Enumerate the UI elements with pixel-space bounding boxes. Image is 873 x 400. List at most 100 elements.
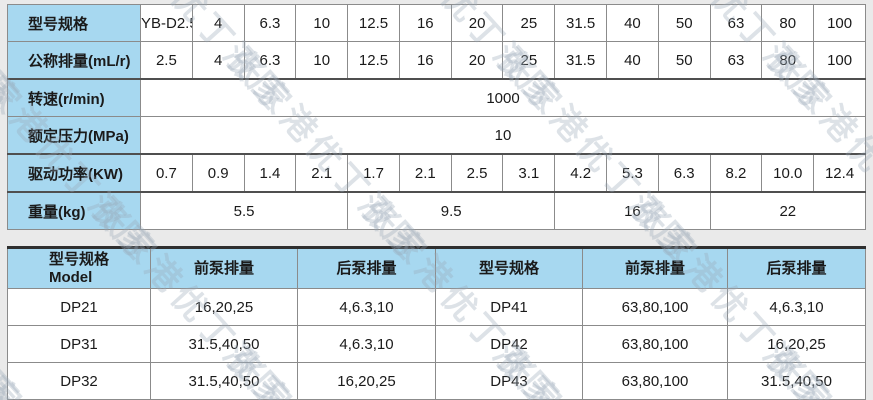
- spec-cell: 20: [450, 4, 504, 42]
- spec-merged-cell: 1000: [140, 78, 866, 117]
- pump-header-text: 前泵排量: [194, 260, 254, 277]
- pump-displacement-cell: 63,80,100: [582, 362, 728, 400]
- spec-cell: 31.5: [554, 41, 608, 80]
- spec-cell: 80: [761, 4, 815, 42]
- spec-row: 公称排量(mL/r) 2.5 4 6.3 10 12.5 16 20 25 31.5 40 50 63 8…: [7, 41, 866, 80]
- spec-cell: 40: [606, 41, 659, 80]
- pump-model-cell: DP43: [435, 362, 583, 400]
- spec-group-cell: 22: [709, 191, 867, 230]
- spec-cell: 63: [709, 41, 763, 80]
- spec-cell: 100: [813, 41, 866, 80]
- spec-cell: 16: [398, 41, 452, 80]
- pump-row: DP32 31.5,40,50 16,20,25 DP43 63,80,100 31.5,…: [7, 362, 866, 400]
- spec-table-body: 型号规格 YB-D2.5 4 6.3 10 12.5 16 20 25 31.5 40 50 63 80 1…: [7, 4, 867, 230]
- pump-displacement-cell: 16,20,25: [297, 362, 436, 400]
- pump-table-body: DP21 16,20,25 4,6.3,10 DP41 63,80,100 4,6.3,1…: [7, 288, 866, 400]
- spec-cell: 50: [657, 41, 711, 80]
- spec-row: 转速(r/min) 1000: [7, 78, 866, 117]
- spec-group-cell: 5.5: [139, 191, 349, 230]
- spec-cell: 8.2: [709, 153, 763, 193]
- spec-group-cell: 9.5: [347, 191, 556, 230]
- spec-row: 驱动功率(KW) 0.7 0.9 1.4 2.1 1.7 2.1 2.5 3.1 4.2 5.3 6.…: [7, 153, 866, 193]
- pump-header-text: 型号规格 Model: [49, 251, 109, 286]
- pump-displacement-cell: 31.5,40,50: [727, 362, 866, 400]
- spec-cell: 40: [606, 4, 659, 42]
- pump-header-cell: 后泵排量: [727, 247, 866, 289]
- pump-model-cell: DP41: [435, 288, 583, 326]
- double-pump-model-table: 型号规格 Model 前泵排量 后泵排量 型号规格 前泵排量 后泵排量 DP21 16,20,…: [7, 246, 866, 400]
- pump-displacement-cell: 31.5,40,50: [150, 325, 298, 363]
- pump-header-cell: 前泵排量: [150, 247, 298, 289]
- pump-header-text: 后泵排量: [336, 260, 396, 277]
- pump-row: DP21 16,20,25 4,6.3,10 DP41 63,80,100 4,6.3,1…: [7, 288, 866, 326]
- pump-displacement-cell: 16,20,25: [150, 288, 298, 326]
- spec-cell: 25: [502, 41, 556, 80]
- spec-row-label: 转速(r/min): [7, 78, 141, 117]
- spec-cell: 0.7: [140, 153, 193, 193]
- spec-cell: 2.1: [398, 153, 452, 193]
- pump-header-label: 后泵排量: [766, 259, 827, 277]
- spec-cell: 3.1: [502, 153, 556, 193]
- spec-cell: 6.3: [243, 4, 297, 42]
- spec-row-label: 额定压力(MPa): [7, 116, 141, 155]
- spec-cell: 6.3: [657, 153, 711, 193]
- pump-model-cell: DP42: [435, 325, 583, 363]
- spec-cell: 12.5: [347, 41, 400, 80]
- spec-cell: 4: [191, 41, 245, 80]
- pump-header-text: 型号规格: [479, 260, 539, 277]
- pump-model-cell: DP21: [7, 288, 151, 326]
- spec-row: 重量(kg) 5.5 9.5 16 22: [7, 191, 867, 230]
- pump-header-cell: 型号规格 Model: [7, 247, 151, 289]
- spec-cell: 10: [295, 4, 349, 42]
- spec-row: 额定压力(MPa) 10: [7, 116, 866, 155]
- pump-displacement-cell: 16,20,25: [727, 325, 866, 363]
- pump-header-cell: 前泵排量: [582, 247, 728, 289]
- spec-row-label: 重量(kg): [7, 191, 141, 230]
- spec-cell: 25: [502, 4, 556, 42]
- spec-cell: 100: [813, 4, 866, 42]
- spec-cell: 4: [191, 4, 245, 42]
- spec-cell: 2.5: [140, 41, 193, 80]
- spec-row: 型号规格 YB-D2.5 4 6.3 10 12.5 16 20 25 31.5 40 50 63 80 1…: [7, 4, 866, 42]
- pump-header-row: 型号规格 Model 前泵排量 后泵排量 型号规格 前泵排量 后泵排量: [7, 247, 866, 289]
- spec-cell: 10.0: [761, 153, 815, 193]
- pump-displacement-cell: 4,6.3,10: [297, 288, 436, 326]
- pump-header-label: 型号规格: [48, 251, 109, 269]
- pump-displacement-cell: 63,80,100: [582, 325, 728, 363]
- pump-model-cell: DP31: [7, 325, 151, 363]
- spec-cell: 1.4: [243, 153, 297, 193]
- pump-displacement-cell: 63,80,100: [582, 288, 728, 326]
- pump-displacement-cell: 4,6.3,10: [297, 325, 436, 363]
- single-pump-spec-table: 型号规格 YB-D2.5 4 6.3 10 12.5 16 20 25 31.5 40 50 63 80 1…: [7, 4, 867, 230]
- spec-cell: 12.4: [813, 153, 866, 193]
- spec-cell: YB-D2.5: [140, 4, 193, 42]
- spec-cell: 0.9: [191, 153, 245, 193]
- spec-row-label: 驱动功率(KW): [7, 153, 141, 193]
- pump-table-head: 型号规格 Model 前泵排量 后泵排量 型号规格 前泵排量 后泵排量: [7, 247, 866, 289]
- spec-cell: 16: [398, 4, 452, 42]
- pump-displacement-cell: 4,6.3,10: [727, 288, 866, 326]
- spec-cell: 2.5: [450, 153, 504, 193]
- spec-cell: 5.3: [606, 153, 659, 193]
- spec-cell: 2.1: [295, 153, 349, 193]
- pump-header-cell: 型号规格: [435, 247, 583, 289]
- pump-header-text: 后泵排量: [766, 260, 826, 277]
- pump-header-label: 前泵排量: [624, 259, 685, 277]
- spec-cell: 6.3: [243, 41, 297, 80]
- pump-header-label: 后泵排量: [336, 259, 397, 277]
- spec-cell: 31.5: [554, 4, 608, 42]
- spec-cell: 1.7: [347, 153, 400, 193]
- pump-header-label: 型号规格: [478, 259, 539, 277]
- pump-header-text: 前泵排量: [625, 260, 685, 277]
- spec-merged-cell: 10: [140, 116, 866, 155]
- spec-cell: 12.5: [347, 4, 400, 42]
- pump-displacement-cell: 31.5,40,50: [150, 362, 298, 400]
- pump-model-cell: DP32: [7, 362, 151, 400]
- spec-row-label: 公称排量(mL/r): [7, 41, 141, 80]
- spec-cell: 10: [295, 41, 349, 80]
- spec-row-label: 型号规格: [7, 4, 141, 42]
- spec-cell: 63: [709, 4, 763, 42]
- spec-cell: 20: [450, 41, 504, 80]
- spec-cell: 4.2: [554, 153, 608, 193]
